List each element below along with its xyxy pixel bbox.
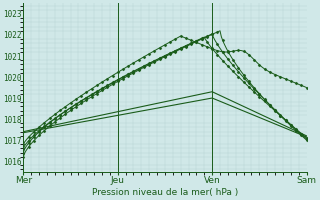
X-axis label: Pression niveau de la mer( hPa ): Pression niveau de la mer( hPa )	[92, 188, 238, 197]
